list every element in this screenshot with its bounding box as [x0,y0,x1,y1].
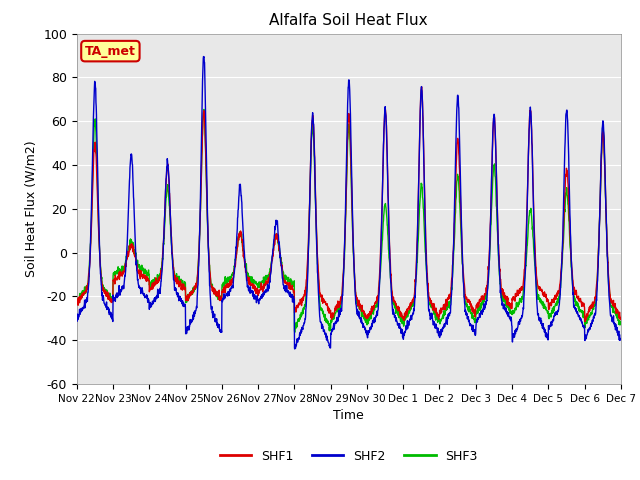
SHF3 [73,295,81,300]
SHF2 [508,314,515,320]
SHF2 [225,292,232,298]
SHF2 [291,346,299,352]
SHF1 [617,315,625,321]
SHF1 [418,84,426,90]
SHF1 [584,309,592,314]
Legend: SHF1, SHF2, SHF3: SHF1, SHF2, SHF3 [214,444,483,468]
X-axis label: Time: Time [333,409,364,422]
SHF2 [73,316,81,322]
Text: TA_met: TA_met [85,45,136,58]
SHF3 [584,316,592,322]
SHF3 [200,107,207,112]
Title: Alfalfa Soil Heat Flux: Alfalfa Soil Heat Flux [269,13,428,28]
SHF3 [365,316,372,322]
SHF3 [377,265,385,271]
SHF1 [365,313,372,319]
SHF1 [569,277,577,283]
SHF3 [225,276,232,281]
SHF2 [584,329,592,335]
SHF1 [376,260,384,266]
SHF3 [508,308,515,314]
Line: SHF2: SHF2 [77,57,621,349]
SHF2 [200,54,207,60]
SHF1 [225,284,232,289]
Line: SHF1: SHF1 [77,87,621,322]
SHF3 [570,288,577,294]
Y-axis label: Soil Heat Flux (W/m2): Soil Heat Flux (W/m2) [25,141,38,277]
SHF1 [73,297,81,303]
SHF1 [507,306,515,312]
SHF1 [581,319,589,324]
SHF3 [291,329,299,335]
SHF3 [617,322,625,327]
SHF2 [377,253,385,259]
Line: SHF3: SHF3 [77,109,621,332]
SHF2 [570,290,577,296]
SHF2 [365,329,372,335]
SHF2 [617,337,625,343]
